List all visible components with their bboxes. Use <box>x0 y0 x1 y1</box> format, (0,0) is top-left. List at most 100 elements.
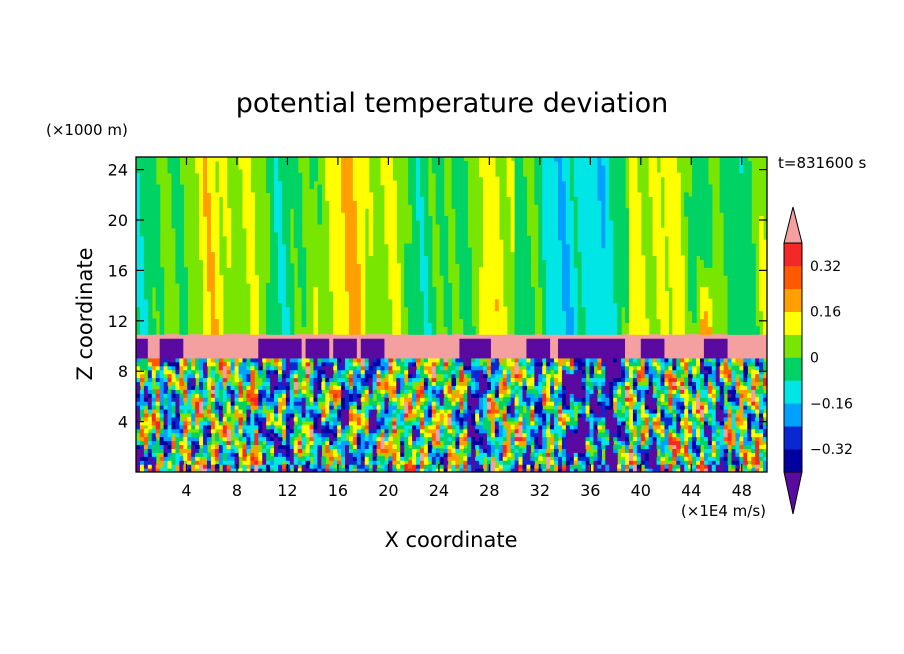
heatmap-cell <box>368 409 374 414</box>
heatmap-cell <box>719 436 725 442</box>
heatmap-cell <box>400 365 405 371</box>
heatmap-cell <box>435 424 441 430</box>
heatmap-cell <box>451 452 457 457</box>
heatmap-cell <box>277 468 283 472</box>
heatmap-cell <box>400 444 405 449</box>
heatmap-cell <box>463 365 468 371</box>
heatmap-cell <box>396 353 401 359</box>
heatmap-cell <box>479 464 484 469</box>
heatmap-cell <box>262 393 267 398</box>
heatmap-cell <box>206 452 212 457</box>
heatmap-cell <box>210 412 216 418</box>
heatmap-cell <box>163 424 169 430</box>
heatmap-cell <box>471 440 476 446</box>
heatmap-cell <box>498 357 504 363</box>
heatmap-cell <box>281 424 287 430</box>
heatmap-cell <box>329 444 334 449</box>
heatmap-cell <box>719 448 725 453</box>
y-unit-label: (×1000 m) <box>46 121 128 139</box>
heatmap-cell <box>274 412 279 418</box>
heatmap-cell <box>388 361 393 367</box>
heatmap-cell <box>546 342 551 347</box>
heatmap-cell <box>577 342 583 347</box>
heatmap-cell <box>274 456 279 461</box>
heatmap-cell <box>648 369 654 375</box>
heatmap-cell <box>522 416 528 422</box>
heatmap-cell <box>621 420 626 426</box>
heatmap-cell <box>483 405 488 410</box>
heatmap-cell <box>660 397 666 402</box>
heatmap-cell <box>613 393 618 398</box>
heatmap-cell <box>479 389 484 394</box>
heatmap-cell <box>372 432 378 438</box>
heatmap-cell <box>550 381 555 386</box>
heatmap-cell <box>550 389 555 394</box>
heatmap-cell <box>325 468 330 472</box>
heatmap-cell <box>242 357 248 363</box>
heatmap-cell <box>664 389 669 394</box>
heatmap-cell <box>348 357 354 363</box>
heatmap-cell <box>325 397 330 402</box>
heatmap-cell <box>147 405 153 410</box>
heatmap-cell <box>699 397 705 402</box>
heatmap-cell <box>723 373 729 379</box>
heatmap-cell <box>530 349 535 355</box>
heatmap-cell <box>258 460 263 465</box>
heatmap-cell <box>711 342 717 347</box>
heatmap-cell <box>763 373 767 379</box>
heatmap-cell <box>719 365 725 371</box>
heatmap-cell <box>632 412 638 418</box>
heatmap-cell <box>321 416 326 422</box>
heatmap-cell <box>565 448 571 453</box>
heatmap-cell <box>451 401 457 406</box>
heatmap-cell <box>660 452 666 457</box>
heatmap-cell <box>277 377 283 383</box>
heatmap-cell <box>392 460 397 465</box>
heatmap-cell <box>412 357 417 363</box>
heatmap-cell <box>431 342 437 347</box>
heatmap-cell <box>199 420 204 426</box>
heatmap-cell <box>680 342 685 347</box>
heatmap-cell <box>530 389 535 394</box>
heatmap-cell <box>542 420 547 426</box>
heatmap-cell <box>151 436 157 442</box>
heatmap-cell <box>475 349 480 355</box>
heatmap-cell <box>447 369 453 375</box>
heatmap-cell <box>337 389 342 394</box>
heatmap-cell <box>569 338 575 343</box>
heatmap-cell <box>632 409 638 414</box>
heatmap-cell <box>751 385 756 390</box>
heatmap-cell <box>423 460 429 465</box>
heatmap-cell <box>601 436 606 442</box>
heatmap-cell <box>723 464 729 469</box>
heatmap-cell <box>530 432 535 438</box>
heatmap-cell <box>419 334 425 339</box>
heatmap-cell <box>743 456 748 461</box>
heatmap-cell <box>546 420 551 426</box>
heatmap-cell <box>451 381 457 386</box>
heatmap-cell <box>518 353 524 359</box>
heatmap-cell <box>321 365 326 371</box>
heatmap-cell <box>628 346 634 351</box>
heatmap-cell <box>715 349 721 355</box>
heatmap-cell <box>676 468 681 472</box>
heatmap-cell <box>380 334 386 339</box>
heatmap-cell <box>427 385 433 390</box>
heatmap-cell <box>502 416 508 422</box>
heatmap-cell <box>550 397 555 402</box>
heatmap-cell <box>534 440 539 446</box>
heatmap-cell <box>238 342 244 347</box>
heatmap-cell <box>625 424 630 430</box>
heatmap-cell <box>210 460 216 465</box>
heatmap-cell <box>435 338 441 343</box>
heatmap-cell <box>400 401 405 406</box>
heatmap-cell <box>147 460 153 465</box>
heatmap-cell <box>341 412 346 418</box>
heatmap-cell <box>230 468 236 472</box>
heatmap-cell <box>581 385 587 390</box>
heatmap-cell <box>183 334 188 339</box>
heatmap-cell <box>404 349 409 355</box>
heatmap-cell <box>372 405 378 410</box>
heatmap-cell <box>274 397 279 402</box>
heatmap-cell <box>696 456 701 461</box>
